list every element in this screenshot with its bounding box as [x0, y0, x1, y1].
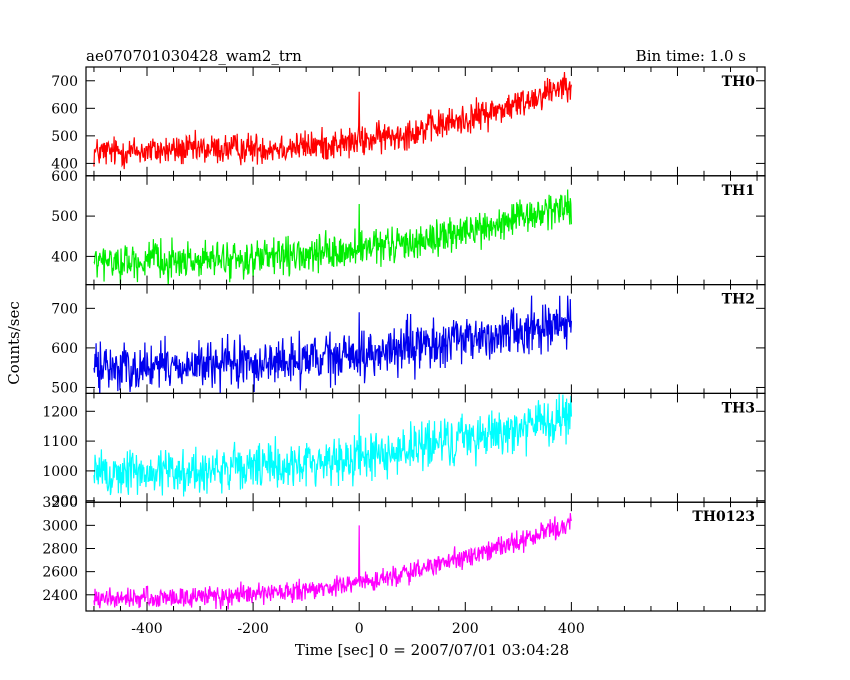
y-tick-label: 500: [51, 129, 78, 145]
y-tick-label: 2800: [42, 541, 78, 557]
bin-time-label: Bin time: 1.0 s: [636, 47, 746, 65]
panel-stack: 400 500 600 700 TH0 400 500 600 TH1 500 600 700 TH2 9…: [42, 66, 766, 637]
y-tick-label: 1000: [42, 464, 78, 480]
series-line-th0: [93, 72, 572, 170]
panel-label-th0: TH0: [722, 74, 756, 90]
y-tick-label: 700: [51, 74, 78, 90]
panel-label-th2: TH2: [722, 292, 755, 308]
x-axis-title: Time [sec] 0 = 2007/07/01 03:04:28: [295, 641, 569, 659]
y-tick-label: 1200: [42, 404, 78, 420]
y-tick-label: 2400: [42, 588, 78, 604]
y-tick-label: 3000: [42, 518, 78, 534]
series-line-th3: [93, 394, 572, 497]
y-tick-label: 900: [51, 494, 78, 510]
panel-label-th1: TH1: [722, 183, 755, 199]
y-tick-label: 500: [51, 380, 78, 396]
y-tick-label: 2600: [42, 565, 78, 581]
panel-frame: [85, 175, 766, 286]
series-line-th1: [93, 189, 572, 285]
series-line-th0123: [93, 513, 572, 610]
panel-label-th3: TH3: [722, 400, 755, 416]
y-axis-title: Counts/sec: [5, 301, 23, 385]
y-tick-label: 1100: [42, 434, 78, 450]
y-tick-label: 400: [51, 249, 78, 265]
x-tick-label: -200: [237, 621, 268, 637]
y-tick-label: 600: [51, 169, 78, 185]
x-tick-label: 200: [452, 621, 479, 637]
x-tick-label: 400: [558, 621, 585, 637]
y-tick-label: 500: [51, 209, 78, 225]
y-tick-label: 600: [51, 341, 78, 357]
panel-label-th0123: TH0123: [692, 509, 755, 525]
chart-title: ae070701030428_wam2_trn: [86, 47, 302, 65]
x-tick-label: -400: [131, 621, 162, 637]
y-tick-label: 700: [51, 301, 78, 317]
y-tick-label: 600: [51, 101, 78, 117]
panel-frame: [85, 66, 766, 177]
x-tick-label: 0: [355, 621, 364, 637]
series-line-th2: [93, 295, 572, 394]
y-tick-label: 400: [51, 156, 78, 172]
panel-frame: [85, 501, 766, 612]
y-tick-label: 3200: [42, 495, 78, 511]
